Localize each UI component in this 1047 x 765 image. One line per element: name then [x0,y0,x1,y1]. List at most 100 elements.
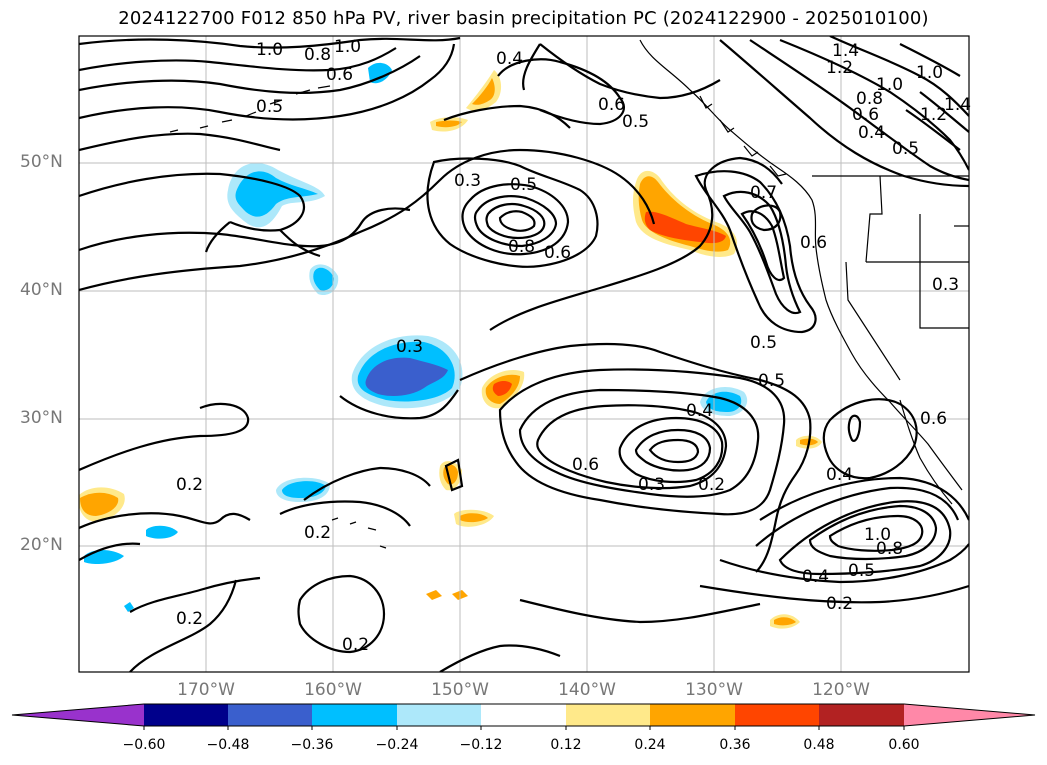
colorbar-neg-extend [12,704,144,726]
contour-label: 1.0 [864,525,891,545]
contour-label: 0.6 [920,409,947,429]
coast-baja [899,399,953,505]
contour-label: 0.5 [510,175,537,195]
islands-hawaii [331,517,387,549]
contour-label: 0.8 [508,237,535,257]
contour-label: 1.4 [944,95,971,115]
neg-region-gulf-alaska [368,62,392,84]
pos-region-central-dark [492,381,512,396]
contour-label: 0.6 [572,455,599,475]
colorbar-seg [481,704,566,726]
colorbar-tick-label: 0.48 [803,737,835,753]
colorbar-pos-extend [904,704,1035,726]
colorbar-tick-label: −0.24 [375,737,419,753]
contour-label: 0.2 [342,635,369,655]
pos-region-north-2-core [472,78,495,105]
colorbar-seg [650,704,735,726]
contour-label: 1.0 [916,63,943,83]
neg-region-bering-core [235,171,318,217]
contour-label: 1.0 [334,37,361,57]
contour-label: 0.8 [856,89,883,109]
coast-islands-bc [699,95,787,177]
border-states-2 [919,214,969,329]
contour-label: 0.8 [304,45,331,65]
colorbar-tick-label: 0.60 [888,737,920,753]
pv-contours [79,36,969,672]
coast-alaska-pacific [639,39,963,491]
contour-label: 0.6 [544,243,571,263]
border-states-5 [845,261,901,381]
contour-label: 0.2 [698,475,725,495]
plot-title: 2024122700 F012 850 hPa PV, river basin … [118,8,929,29]
lon-label: 150°W [431,680,489,700]
colorbar-seg [735,704,819,726]
contour-label: 0.4 [802,567,829,587]
contour-label: 1.2 [826,58,853,78]
contour-label: 0.6 [852,105,879,125]
lon-label: 160°W [304,680,362,700]
colorbar-tick-label: −0.48 [206,737,250,753]
contour-label: 0.4 [496,49,523,69]
contour-label: 0.5 [848,561,875,581]
pos-region-ne-dark [644,211,726,244]
lon-label: 130°W [685,680,743,700]
neg-region-small-2 [146,525,178,539]
pos-region-west-core [80,492,119,516]
pos-region-south-core [774,617,796,626]
colorbar-tick-label: −0.60 [122,737,166,753]
pos-region-north-1-core [436,120,462,128]
colorbar-tick-label: −0.12 [459,737,503,753]
lon-label: 170°W [177,680,235,700]
contour-label: 1.4 [832,41,859,61]
contour-label: 0.5 [750,333,777,353]
lat-label: 20°N [20,535,63,555]
colorbar-tick-label: 0.12 [550,737,582,753]
lon-label: 140°W [558,680,616,700]
contour-label: 0.5 [622,112,649,132]
coastlines [169,39,969,549]
neg-region-dot [124,602,134,612]
contour-label: 0.3 [932,275,959,295]
colorbar-seg [819,704,904,726]
colorbar-seg [566,704,650,726]
contour-label: 0.2 [826,594,853,614]
contour-label: 0.4 [686,401,713,421]
contour-label: 0.3 [638,475,665,495]
contour-label: 0.2 [176,609,203,629]
pos-region-hawaii-s-core [460,513,488,523]
pos-region-north-2 [466,70,502,111]
lat-label: 40°N [20,280,63,300]
graticule [79,36,969,672]
colorbar [11,703,1036,730]
lat-label: 30°N [20,408,63,428]
contour-label: 0.3 [454,171,481,191]
neg-region-small-1-core [313,267,334,291]
colorbar-tick-label: 0.24 [634,737,666,753]
contour-label: 0.8 [876,539,903,559]
contour-label: 0.2 [176,475,203,495]
contour-label: 1.0 [876,75,903,95]
contour-label: 0.6 [598,95,625,115]
colorbar-seg [397,704,481,726]
lat-label: 50°N [20,152,63,172]
contour-label: 0.5 [256,97,283,117]
colorbar-seg [228,704,312,726]
contour-label: 0.2 [304,523,331,543]
contour-label: 0.6 [326,65,353,85]
contour-label: 0.7 [750,183,777,203]
neg-region-central-dark [365,357,448,396]
contour-label: 0.3 [396,337,423,357]
neg-region-small-3 [84,550,124,564]
contour-label: 0.5 [758,371,785,391]
contour-label: 1.2 [920,105,947,125]
contour-label: 0.6 [800,233,827,253]
contour-label: 0.5 [892,139,919,159]
contour-label: 0.4 [826,465,853,485]
precip-shading [79,62,822,629]
neg-region-hawaii-core [282,481,326,498]
contour-labels: 1.0 1.0 0.8 0.6 0.5 0.4 0.6 0.5 1.4 1.2 … [176,37,971,655]
plot-frame [78,35,970,673]
pos-region-tiny-1 [426,590,442,600]
border-states-1 [865,175,883,263]
